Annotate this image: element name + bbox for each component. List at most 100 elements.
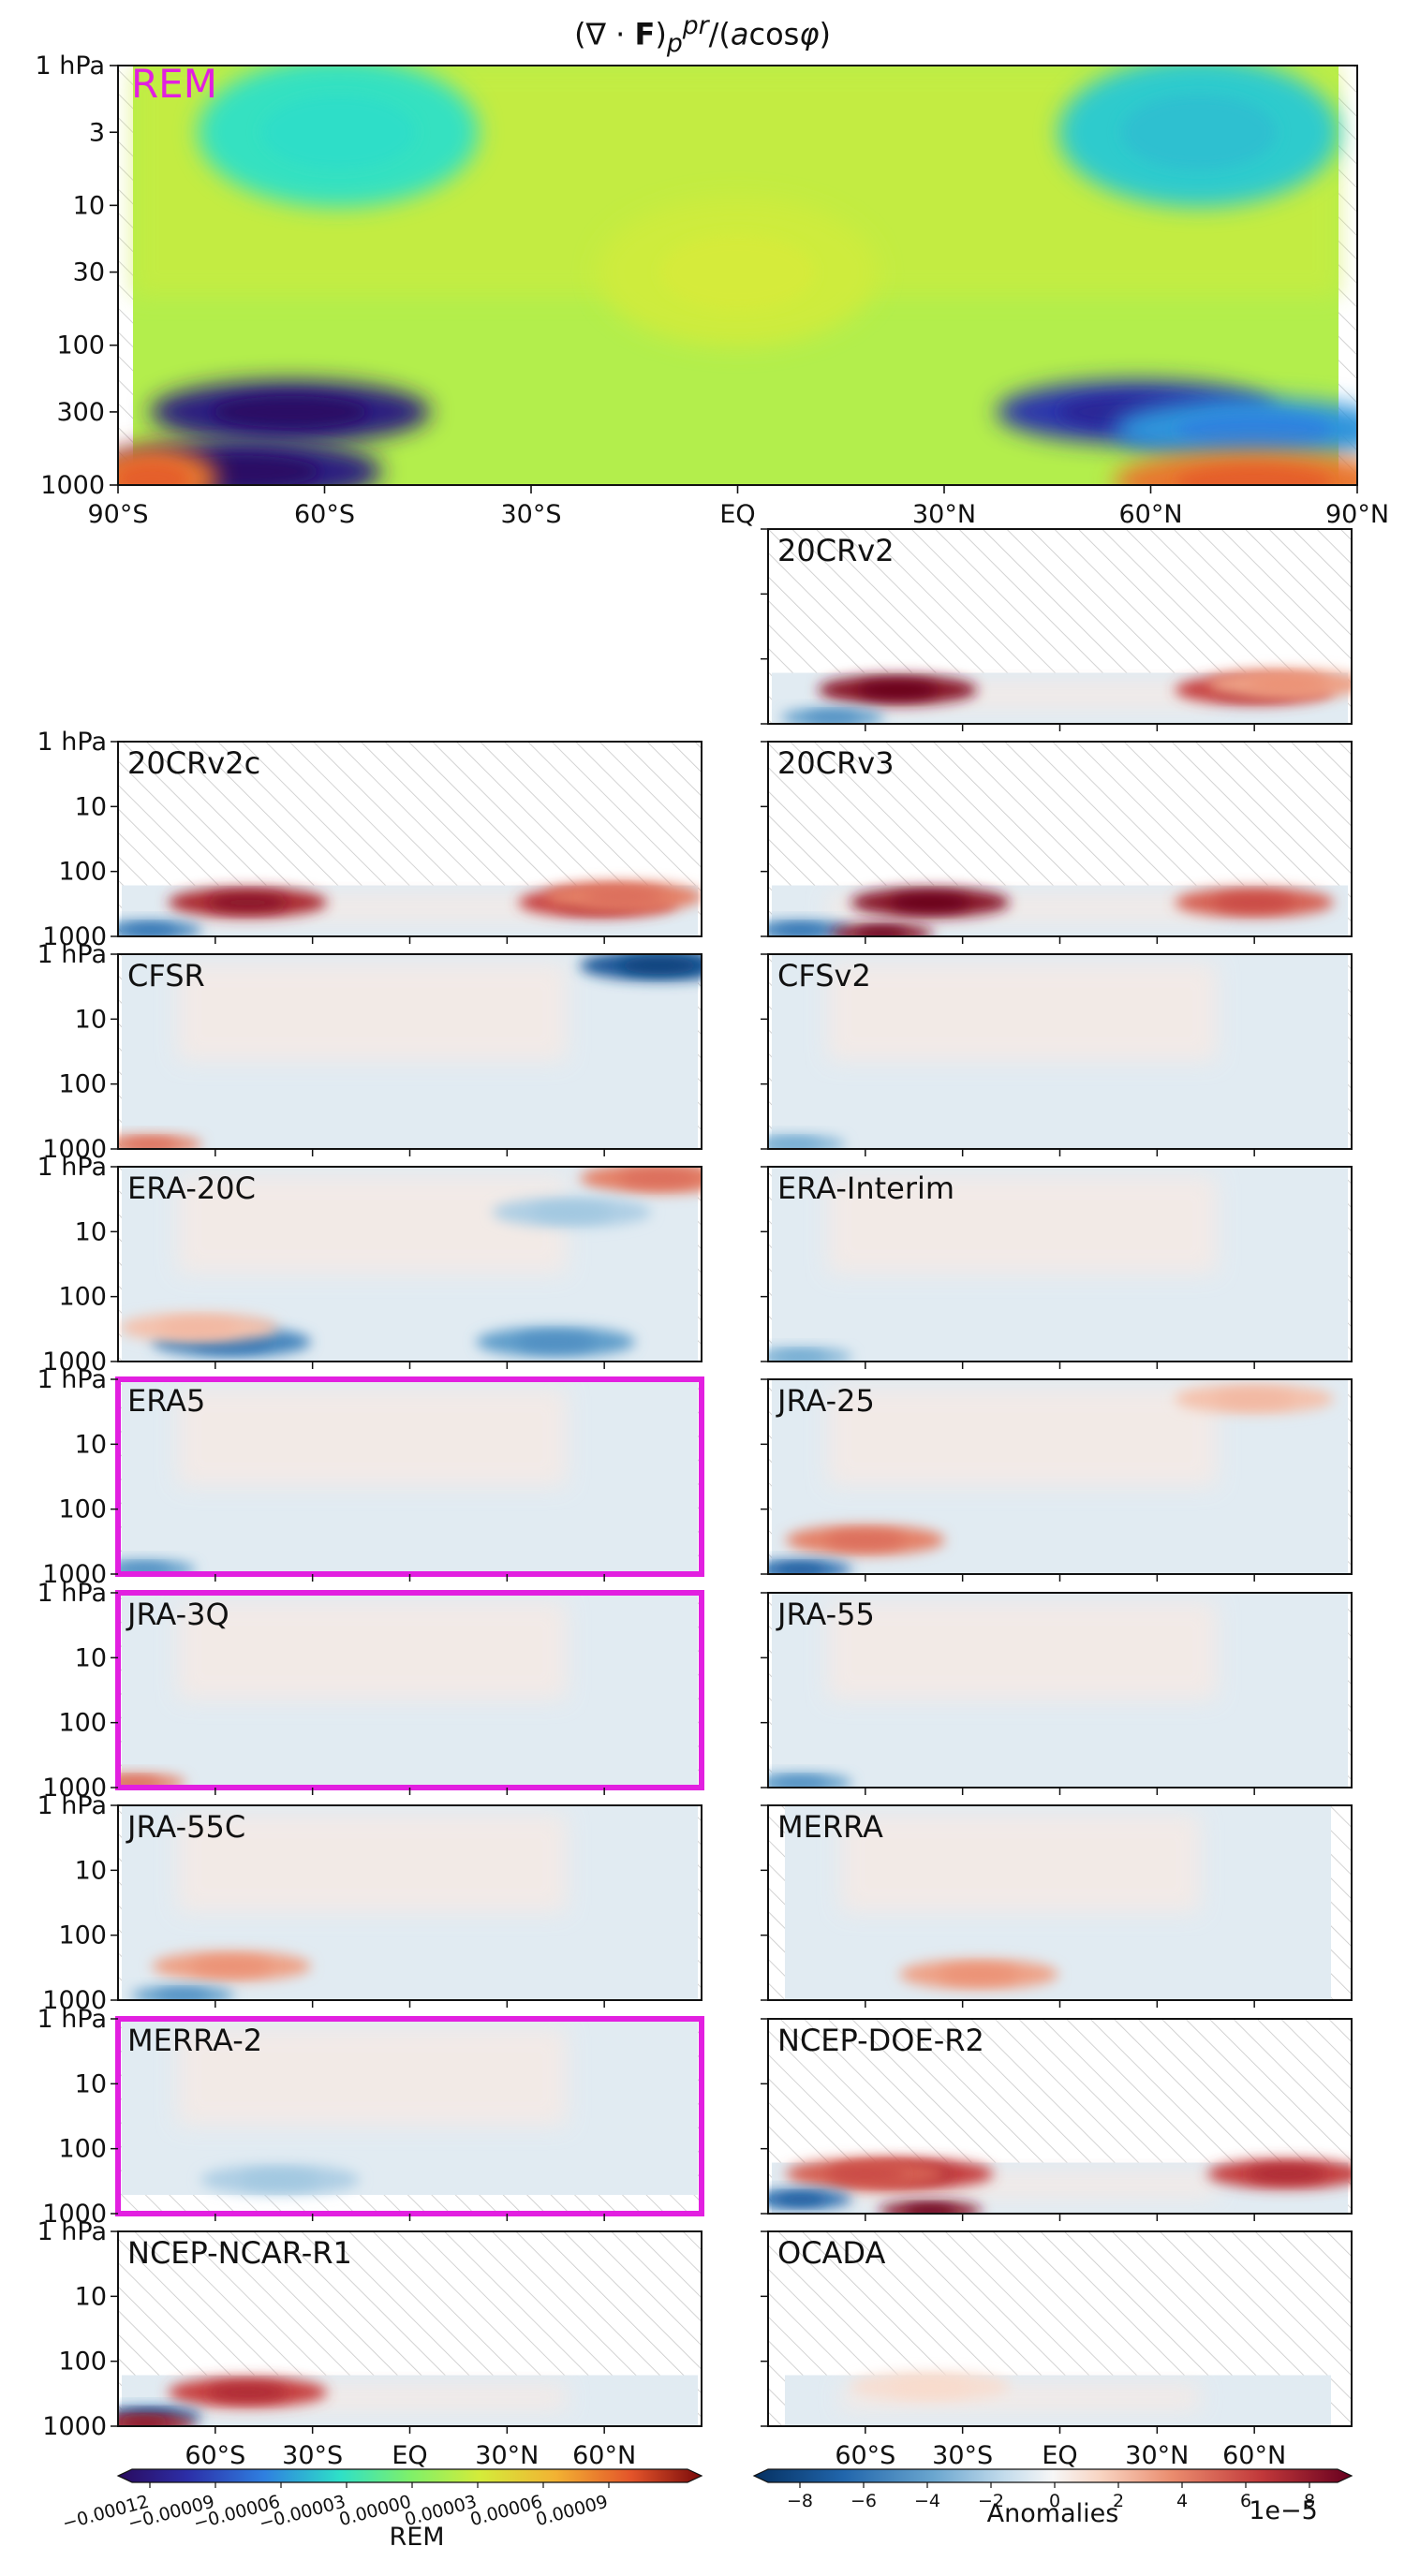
panel-feature-core	[825, 1531, 906, 1549]
panel-ytick-label: 100	[58, 1709, 107, 1738]
panel-field	[118, 954, 702, 1149]
panel-ytick-label: 100	[58, 1283, 107, 1312]
panel-jra-3q: JRA-3Q 1 hPa 10 100 1000	[37, 1579, 704, 1803]
panel-field	[768, 2158, 1352, 2214]
main-ytick-label: 10	[73, 191, 105, 220]
anomaly-colorbar-tick-label: 2	[1113, 2491, 1124, 2511]
panel-feature-core	[855, 928, 908, 936]
panel-feature-core	[825, 2165, 906, 2183]
main-ytick-label: 1000	[40, 471, 105, 500]
panel-merra: MERRA	[761, 1804, 1353, 2008]
panel-label: 20CRv2	[777, 533, 895, 568]
panel-label: 20CRv3	[777, 745, 895, 781]
panel-feature-core	[1247, 2165, 1327, 2183]
main-feature-core	[1121, 95, 1277, 170]
panel-ncep-doe-r2: NCEP-DOE-R2	[761, 2018, 1353, 2221]
main-feature-core	[260, 95, 416, 170]
panel-feature-core	[515, 1333, 596, 1350]
panel-feature-core	[191, 1957, 272, 1975]
panel-feature-core	[156, 1990, 209, 2000]
bottom-xtick-label: 30°S	[932, 2441, 993, 2470]
panel-label: ERA5	[127, 1383, 205, 1419]
rem-colorbar-tick-label: 0.00009	[534, 2492, 611, 2531]
bottom-xtick-label: 60°S	[185, 2441, 245, 2470]
panel-ytick-label: 1000	[42, 922, 107, 951]
panel-cfsv2: CFSv2	[761, 953, 1353, 1156]
panel-feature-core	[775, 2194, 827, 2205]
rem-colorbar: −0.00012−0.00009−0.00006−0.000030.000000…	[60, 2468, 703, 2552]
bottom-xtick-label: 30°S	[282, 2441, 343, 2470]
panel-feature-core	[619, 1170, 700, 1187]
panel-feature-core	[1247, 675, 1327, 693]
panel-ytick-label: 10	[75, 1856, 107, 1885]
anomaly-colorbar-tick-label: −6	[850, 2491, 877, 2511]
panel-label: JRA-25	[776, 1383, 875, 1419]
panel-jra-55: JRA-55	[761, 1592, 1353, 1795]
main-feature-core	[660, 234, 815, 310]
main-ytick-label: 1 hPa	[36, 52, 106, 81]
panel-ytick-label: 1 hPa	[37, 728, 108, 757]
main-feature-core	[213, 395, 368, 428]
panel-feature-core	[857, 681, 938, 699]
anomaly-colorbar-label: Anomalies	[987, 2499, 1119, 2528]
panel-field	[118, 881, 702, 936]
bottom-xtick-label: 30°N	[475, 2441, 539, 2470]
anomaly-colorbar-tick-label: −8	[787, 2491, 813, 2511]
panel-20crv2: 20CRv2	[761, 528, 1353, 731]
panel-feature-core	[904, 2205, 956, 2214]
panel-ytick-label: 10	[75, 2282, 107, 2311]
panel-field	[118, 2375, 698, 2426]
main-ytick-label: 30	[73, 258, 105, 287]
main-xtick-label: 90°S	[88, 500, 149, 529]
main-xtick-label: 60°S	[294, 500, 355, 529]
panel-ytick-label: 100	[58, 2348, 107, 2377]
bottom-xtick-label: 60°S	[835, 2441, 895, 2470]
bottom-xtick-label: 30°N	[1125, 2441, 1189, 2470]
panel-ytick-label: 100	[58, 1921, 107, 1950]
panel-feature-core	[775, 1564, 827, 1574]
panel-field	[118, 1593, 698, 1788]
panel-feature-core	[584, 888, 664, 905]
main-field	[118, 66, 1357, 485]
bottom-xtick-label: 60°N	[1222, 2441, 1286, 2470]
panel-ytick-label: 1 hPa	[37, 1791, 108, 1820]
panel-feature-core	[240, 2171, 320, 2188]
panel-field	[768, 954, 1348, 1149]
panel-feature-core	[775, 1351, 827, 1362]
panel-feature-core	[125, 1139, 177, 1149]
panel-jra-55c: JRA-55C 1 hPa 10 100 1000	[37, 1791, 702, 2015]
panel-field	[768, 1593, 1348, 1788]
main-ytick-label: 3	[89, 118, 105, 147]
anomaly-colorbar-tick-label: −4	[914, 2491, 940, 2511]
panel-label: 20CRv2c	[127, 745, 260, 781]
anomaly-colorbar-multiplier: 1e−5	[1249, 2496, 1318, 2525]
panel-field	[118, 1379, 698, 1574]
panel-ytick-label: 1 hPa	[37, 1365, 108, 1394]
panel-feature-core	[118, 2418, 170, 2426]
panel-field	[768, 1167, 1348, 1362]
panel-ytick-label: 10	[75, 2069, 107, 2098]
bottom-xtick-label: EQ	[1042, 2441, 1077, 2470]
panel-feature-core	[806, 712, 859, 723]
panel-field	[785, 2371, 1331, 2426]
reference-label: REM	[131, 61, 217, 107]
panel-label: MERRA	[777, 1809, 883, 1845]
main-xtick-label: 60°N	[1118, 500, 1182, 529]
panel-label: NCEP-DOE-R2	[777, 2023, 984, 2058]
panel-ytick-label: 100	[58, 1495, 107, 1524]
panel-ocada: OCADA	[761, 2230, 1353, 2434]
panel-ytick-label: 1000	[42, 1347, 107, 1376]
panel-field	[768, 885, 1348, 936]
anomaly-colorbar: −8 −6 −4 −2 0 2 4 6 8 Anomalies 1e−5	[752, 2468, 1353, 2528]
panel-feature-core	[1214, 893, 1294, 911]
panel-field	[122, 1805, 698, 2000]
panel-feature-core	[939, 1965, 1019, 1983]
panel-label: OCADA	[777, 2235, 886, 2271]
panel-feature-core	[768, 1139, 821, 1149]
panel-era-20c: ERA-20C 1 hPa 10 100 1000	[37, 1153, 702, 1376]
main-feature-core	[1176, 413, 1332, 446]
panel-label: ERA-Interim	[777, 1170, 954, 1206]
panel-ytick-label: 1 hPa	[37, 2217, 108, 2246]
panel-ytick-label: 100	[58, 1070, 107, 1099]
